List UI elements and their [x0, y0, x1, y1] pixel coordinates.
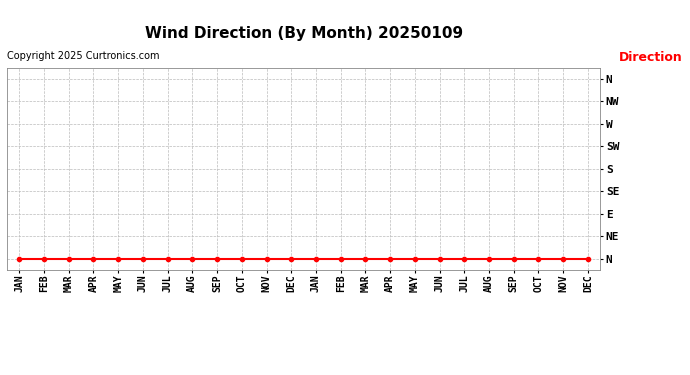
Text: Wind Direction (By Month) 20250109: Wind Direction (By Month) 20250109: [144, 26, 463, 41]
Text: Copyright 2025 Curtronics.com: Copyright 2025 Curtronics.com: [7, 51, 159, 61]
Text: Direction: Direction: [620, 51, 683, 64]
